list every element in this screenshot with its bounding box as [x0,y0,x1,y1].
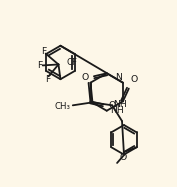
Text: O: O [108,101,115,110]
Text: O: O [119,153,127,162]
Text: F: F [37,61,42,70]
Text: O: O [82,73,89,82]
Text: NH: NH [113,100,127,109]
Text: O: O [131,75,138,84]
Text: F: F [45,75,50,84]
Text: N: N [115,73,122,82]
Text: CF: CF [66,58,77,67]
Text: NH: NH [110,106,123,115]
Text: F: F [41,47,46,56]
Text: CH₃: CH₃ [55,102,71,111]
